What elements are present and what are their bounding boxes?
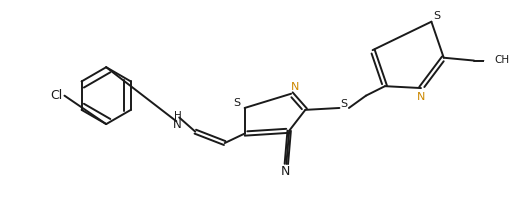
Text: CH₃: CH₃ xyxy=(493,55,509,65)
Text: N: N xyxy=(280,165,290,178)
Text: S: S xyxy=(340,99,347,109)
Text: S: S xyxy=(233,98,240,108)
Text: H: H xyxy=(174,111,182,121)
Text: S: S xyxy=(433,11,440,21)
Text: N: N xyxy=(173,118,181,131)
Text: —: — xyxy=(474,55,484,66)
Text: N: N xyxy=(416,92,425,102)
Text: Cl: Cl xyxy=(50,89,62,102)
Text: N: N xyxy=(290,82,298,92)
